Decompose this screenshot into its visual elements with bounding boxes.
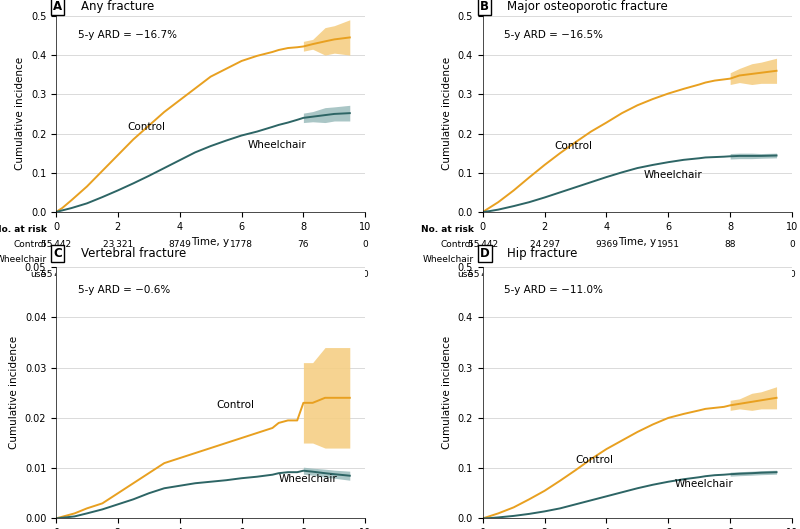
Text: D: D — [480, 247, 490, 260]
Text: A: A — [53, 0, 62, 13]
Text: 5-y ARD = −0.6%: 5-y ARD = −0.6% — [78, 285, 170, 295]
Text: Wheelchair: Wheelchair — [674, 479, 734, 489]
Text: 5-y ARD = −16.7%: 5-y ARD = −16.7% — [78, 30, 177, 40]
Text: 9369: 9369 — [595, 240, 618, 249]
Text: 0: 0 — [362, 240, 368, 249]
Text: Control: Control — [217, 400, 255, 411]
Text: 55 442: 55 442 — [468, 270, 498, 279]
Text: 8405: 8405 — [595, 270, 618, 279]
Text: use: use — [30, 270, 46, 279]
Text: Control: Control — [554, 141, 592, 151]
Text: 21 064: 21 064 — [102, 270, 133, 279]
X-axis label: Time, y: Time, y — [191, 238, 230, 247]
Text: 0: 0 — [789, 240, 795, 249]
Text: 0: 0 — [362, 270, 368, 279]
Text: Control: Control — [127, 122, 165, 132]
Text: 7882: 7882 — [168, 270, 191, 279]
Text: Wheelchair: Wheelchair — [278, 474, 338, 484]
Text: use: use — [458, 270, 474, 279]
Text: Wheelchair: Wheelchair — [0, 255, 46, 264]
Text: 88: 88 — [725, 240, 736, 249]
X-axis label: Time, y: Time, y — [618, 238, 657, 247]
Text: 55 442: 55 442 — [41, 240, 71, 249]
Text: No. at risk: No. at risk — [421, 225, 474, 234]
Text: 5-y ARD = −11.0%: 5-y ARD = −11.0% — [505, 285, 603, 295]
Text: 75: 75 — [725, 270, 736, 279]
Y-axis label: Cumulative incidence: Cumulative incidence — [442, 336, 452, 449]
Text: Control: Control — [575, 454, 614, 464]
Text: 55 442: 55 442 — [468, 240, 498, 249]
Text: C: C — [53, 247, 62, 260]
Text: Any fracture: Any fracture — [81, 0, 154, 13]
Text: 1951: 1951 — [657, 240, 680, 249]
Text: 1877: 1877 — [657, 270, 680, 279]
Y-axis label: Cumulative incidence: Cumulative incidence — [15, 57, 26, 170]
Text: Wheelchair: Wheelchair — [643, 170, 702, 180]
Text: Major osteoporotic fracture: Major osteoporotic fracture — [507, 0, 668, 13]
Text: No. at risk: No. at risk — [0, 225, 46, 234]
Text: 1778: 1778 — [230, 240, 253, 249]
Text: 5-y ARD = −16.5%: 5-y ARD = −16.5% — [505, 30, 603, 40]
Text: 55 442: 55 442 — [41, 270, 71, 279]
Text: Wheelchair: Wheelchair — [248, 140, 306, 150]
Text: 21 822: 21 822 — [530, 270, 560, 279]
Text: Hip fracture: Hip fracture — [507, 247, 578, 260]
Text: 1721: 1721 — [230, 270, 253, 279]
Y-axis label: Cumulative incidence: Cumulative incidence — [442, 57, 452, 170]
Text: Control: Control — [14, 240, 46, 249]
Y-axis label: Cumulative incidence: Cumulative incidence — [10, 336, 19, 449]
Text: Wheelchair: Wheelchair — [422, 255, 474, 264]
Text: 67: 67 — [298, 270, 309, 279]
Text: 0: 0 — [789, 270, 795, 279]
Text: 24 297: 24 297 — [530, 240, 560, 249]
Text: Control: Control — [441, 240, 474, 249]
Text: 8749: 8749 — [168, 240, 191, 249]
Text: 76: 76 — [298, 240, 309, 249]
Text: 23 321: 23 321 — [102, 240, 133, 249]
Text: Vertebral fracture: Vertebral fracture — [81, 247, 186, 260]
Text: B: B — [480, 0, 489, 13]
